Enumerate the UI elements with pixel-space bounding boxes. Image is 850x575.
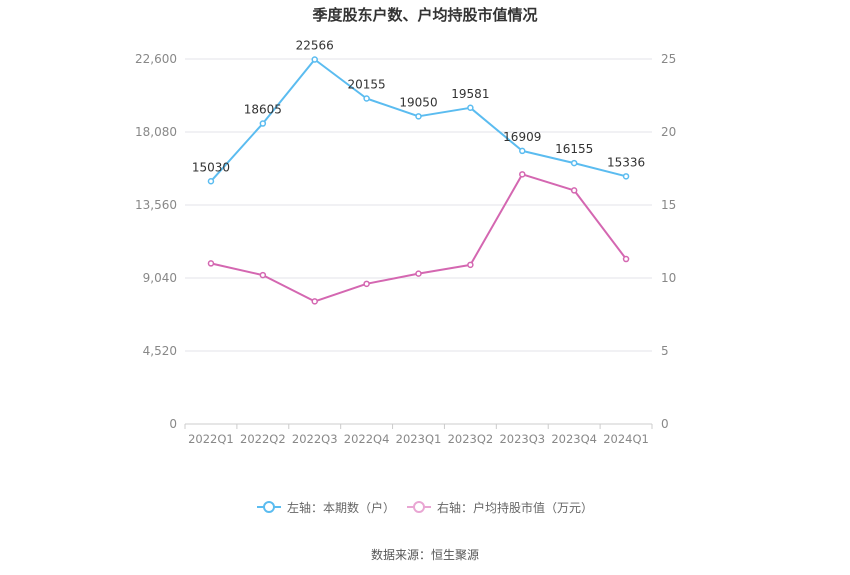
data-point-left — [207, 178, 215, 185]
data-label: 15336 — [607, 155, 645, 169]
data-point-left — [519, 147, 526, 155]
data-point-right — [259, 271, 267, 279]
chart-title: 季度股东户数、户均持股市值情况 — [312, 6, 538, 24]
data-label: 20155 — [348, 77, 386, 91]
series-line-right — [210, 173, 627, 303]
data-point-right — [519, 171, 526, 178]
data-point-left — [259, 120, 267, 127]
data-label: 22566 — [296, 39, 334, 53]
x-tick-label: 2022Q4 — [344, 432, 390, 446]
y-left-tick-label: 13,560 — [135, 198, 177, 212]
series-points — [207, 56, 630, 305]
data-point-right — [207, 260, 215, 267]
data-point-right — [622, 255, 630, 263]
y-left-tick-label: 9,040 — [143, 271, 177, 285]
source-text: 数据来源：恒生聚源 — [370, 548, 479, 562]
data-point-left — [622, 173, 630, 180]
y-right-tick-label: 5 — [661, 344, 669, 358]
data-point-left — [467, 104, 474, 112]
legend-label-right: 右轴：户均持股市值（万元） — [437, 500, 594, 515]
data-point-left — [415, 113, 422, 120]
grid-lines — [185, 58, 652, 352]
data-point-left — [363, 95, 370, 102]
y-left-tick-label: 0 — [169, 417, 177, 431]
legend-item-left-axis[interactable]: 左轴：本期数（户） — [257, 497, 395, 517]
series-line-left — [210, 58, 627, 182]
data-label: 19581 — [451, 87, 489, 101]
y-right-tick-label: 25 — [661, 52, 676, 66]
data-point-right — [363, 280, 370, 288]
x-tick-label: 2024Q1 — [603, 432, 649, 446]
legend-marker-right — [407, 500, 431, 514]
legend-label-left: 左轴：本期数（户） — [287, 500, 396, 515]
data-label: 19050 — [399, 95, 437, 109]
data-label: 15030 — [192, 160, 230, 174]
x-tick-label: 2023Q2 — [448, 432, 494, 446]
data-point-right — [415, 270, 422, 277]
data-point-right — [311, 298, 318, 305]
legend-item-right-axis[interactable]: 右轴：户均持股市值（万元） — [407, 497, 593, 517]
legend-marker-left — [257, 500, 281, 514]
y-right-tick-label: 0 — [661, 417, 669, 431]
y-right-tick-label: 10 — [661, 271, 676, 285]
x-tick-label: 2023Q4 — [551, 432, 597, 446]
x-tick-label: 2023Q3 — [499, 432, 545, 446]
y-right-tick-label: 15 — [661, 198, 676, 212]
data-point-right — [467, 261, 474, 269]
data-label: 16909 — [503, 130, 541, 144]
data-point-left — [570, 159, 578, 167]
x-tick-label: 2023Q1 — [396, 432, 442, 446]
x-tick-label: 2022Q2 — [240, 432, 286, 446]
data-point-right — [570, 187, 578, 194]
x-tick-label: 2022Q3 — [292, 432, 338, 446]
y-left-tick-label: 22,600 — [135, 52, 177, 66]
data-labels: 15030 18605 22566 20155 19050 19581 16909 16155… — [192, 39, 645, 175]
y-left-tick-label: 4,520 — [143, 344, 177, 358]
data-label: 18605 — [244, 103, 282, 117]
y-left-tick-label: 18,080 — [135, 125, 177, 139]
data-label: 16155 — [555, 142, 593, 156]
y-right-tick-label: 20 — [661, 125, 676, 139]
axes: 0 0 4,520 5 9,040 10 13,560 15 18,080 20 22,600 25 2… — [135, 52, 676, 446]
data-point-left — [311, 56, 318, 63]
x-tick-label: 2022Q1 — [188, 432, 234, 446]
